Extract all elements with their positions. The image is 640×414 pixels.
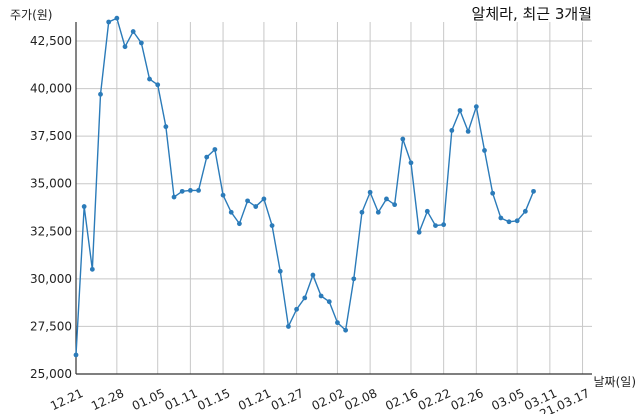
- y-tick-label: 25,000: [30, 367, 72, 381]
- x-tick-label: 12.21: [48, 386, 85, 413]
- data-point: [400, 136, 406, 142]
- data-point: [187, 187, 193, 193]
- y-tick-label: 27,500: [30, 319, 72, 333]
- data-point: [196, 187, 201, 193]
- y-tick-label: 32,500: [30, 224, 72, 238]
- data-point: [441, 222, 447, 228]
- data-point: [359, 209, 365, 215]
- data-point: [73, 352, 79, 358]
- data-point: [277, 268, 283, 274]
- data-point: [98, 91, 103, 97]
- data-point: [286, 324, 291, 329]
- x-tick-label: 01.27: [269, 386, 306, 413]
- x-tick-label: 02.02: [310, 386, 347, 413]
- data-point: [220, 192, 226, 198]
- data-point: [531, 188, 536, 194]
- data-point: [318, 293, 324, 299]
- data-point: [335, 320, 340, 326]
- data-point: [130, 29, 136, 34]
- data-point: [237, 221, 242, 227]
- data-point: [392, 202, 398, 208]
- data-point: [269, 223, 275, 228]
- data-point: [204, 154, 210, 160]
- data-point: [375, 209, 381, 215]
- data-point: [294, 306, 299, 312]
- x-tick-label: 01.21: [236, 386, 273, 413]
- data-point: [261, 196, 267, 202]
- data-point: [114, 15, 120, 21]
- data-point: [147, 76, 152, 82]
- y-tick-label: 42,500: [30, 34, 72, 48]
- data-point: [433, 223, 438, 228]
- data-point: [163, 124, 169, 130]
- x-tick-label: 02.22: [416, 386, 453, 413]
- x-tick-label: 01.15: [195, 386, 232, 413]
- data-point: [506, 219, 512, 225]
- data-point: [228, 209, 234, 215]
- data-point: [498, 215, 504, 221]
- data-point: [122, 44, 128, 50]
- data-point: [473, 104, 479, 110]
- x-tick-label: 02.08: [342, 386, 379, 413]
- price-line: [75, 17, 535, 356]
- data-point: [457, 108, 463, 113]
- data-point: [326, 299, 332, 305]
- data-point: [171, 194, 177, 200]
- data-point: [138, 40, 144, 46]
- y-tick-labels: 25,000 27,500 30,000 32,500 35,000 37,500 40,0…: [30, 34, 72, 381]
- x-tick-label: 02.26: [449, 386, 486, 413]
- price-series: [73, 15, 536, 358]
- data-point: [212, 147, 218, 152]
- data-point: [302, 295, 308, 301]
- grid-lines: [75, 22, 592, 375]
- data-point: [408, 160, 414, 166]
- data-point: [384, 196, 389, 202]
- data-point: [490, 190, 496, 196]
- data-point: [245, 198, 250, 204]
- y-tick-label: 40,000: [30, 82, 72, 96]
- x-tick-label: 03.05: [489, 386, 526, 413]
- data-point: [155, 82, 161, 88]
- data-point: [449, 128, 455, 133]
- x-tick-label: 01.05: [130, 386, 167, 413]
- x-tick-label: 01.11: [163, 386, 200, 413]
- data-point: [482, 148, 487, 153]
- data-point: [310, 272, 316, 278]
- y-tick-label: 30,000: [30, 272, 72, 286]
- data-point: [89, 266, 95, 272]
- data-point: [424, 208, 430, 214]
- data-point: [81, 204, 87, 209]
- data-point: [514, 218, 520, 224]
- x-axis-label: 날짜(일): [594, 375, 636, 389]
- data-point: [179, 188, 185, 194]
- data-point: [351, 276, 357, 282]
- data-point: [343, 327, 349, 333]
- x-tick-label: 02.16: [383, 386, 420, 413]
- chart-title: 알체라, 최근 3개월: [472, 5, 592, 23]
- data-point: [253, 204, 259, 209]
- data-point: [367, 189, 373, 195]
- data-point: [106, 19, 112, 25]
- y-axis-label: 주가(원): [10, 8, 52, 22]
- data-point: [522, 208, 528, 214]
- y-tick-label: 37,500: [30, 129, 72, 143]
- x-tick-label: 12.28: [89, 386, 126, 413]
- data-point: [465, 129, 471, 134]
- data-point: [416, 229, 422, 235]
- axes: [75, 22, 592, 375]
- y-tick-label: 35,000: [30, 177, 72, 191]
